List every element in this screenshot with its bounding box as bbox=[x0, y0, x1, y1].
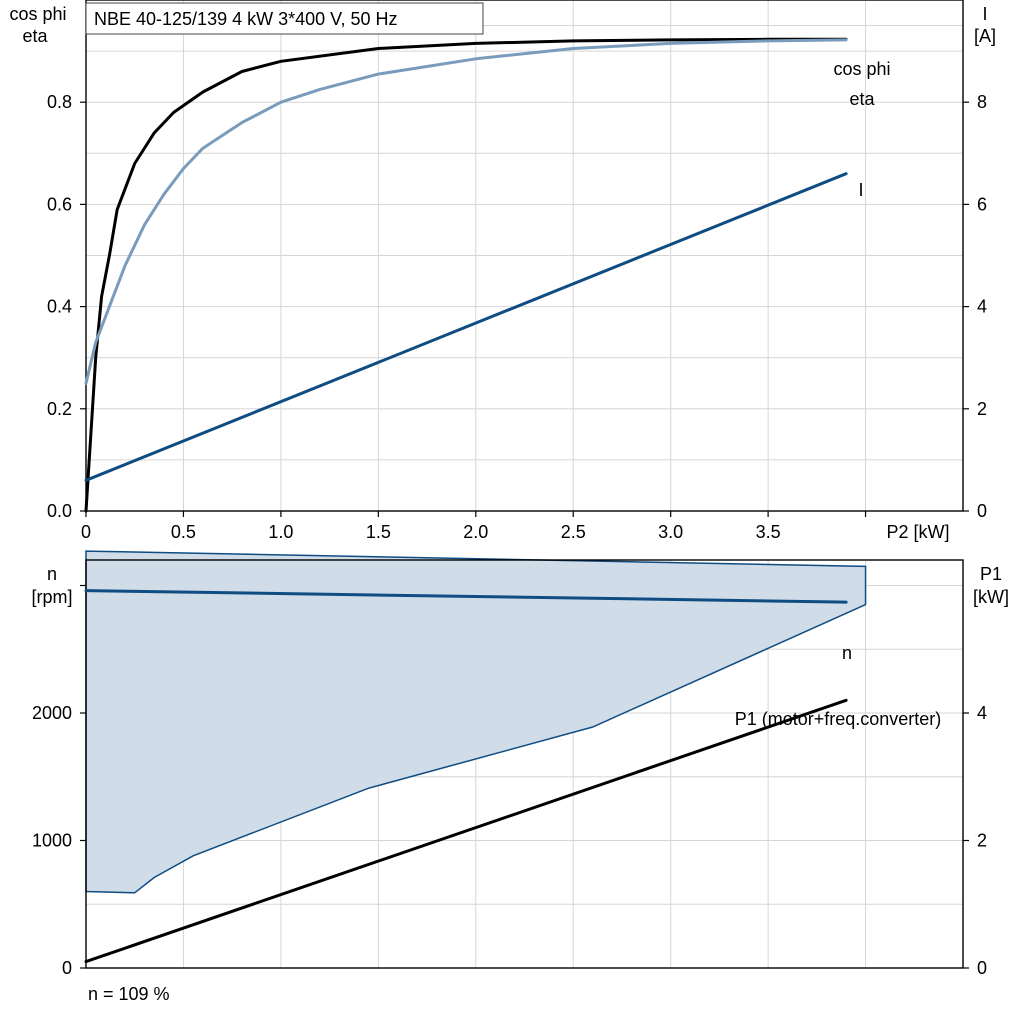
top-y-right-label-i: I bbox=[982, 4, 987, 24]
eta-curve bbox=[84, 37, 848, 513]
top-chart-frame bbox=[85, 0, 964, 512]
top-y-left-tick-label: 0.0 bbox=[47, 501, 72, 521]
top-x-tick-label: 2.5 bbox=[561, 522, 586, 542]
speed-curve-label: n bbox=[842, 643, 852, 663]
bottom-y-right-tick-label: 2 bbox=[977, 831, 987, 851]
top-y-right-tick-label: 8 bbox=[977, 92, 987, 112]
top-y-right-tick-label: 6 bbox=[977, 194, 987, 214]
bottom-y-left-label-n: n bbox=[47, 564, 57, 584]
cosphi-curve bbox=[84, 38, 848, 385]
bottom-y-right-tick-label: 0 bbox=[977, 958, 987, 978]
top-x-tick-label: 1.0 bbox=[268, 522, 293, 542]
bottom-y-right-label-unit: [kW] bbox=[973, 587, 1009, 607]
eta-curve-label: eta bbox=[849, 89, 875, 109]
chart-title-box bbox=[85, 2, 484, 35]
top-y-right-tick-label: 4 bbox=[977, 297, 987, 317]
top-chart-ticks: 0 0.5 1.0 1.5 2.0 2.5 3.0 3.5 0.0 0.2 0.4 0.6 0.8 0 2 4… bbox=[47, 92, 987, 542]
top-x-tick-label: 0.5 bbox=[171, 522, 196, 542]
bottom-chart-ticks: 0 1000 2000 0 2 4 bbox=[32, 584, 987, 978]
top-y-right-label-unit: [A] bbox=[974, 26, 996, 46]
top-y-left-tick-label: 0.6 bbox=[47, 194, 72, 214]
p1-curve bbox=[84, 698, 848, 964]
top-x-tick-label: 3.5 bbox=[756, 522, 781, 542]
speed-curve bbox=[84, 589, 848, 604]
current-curve-label: I bbox=[858, 180, 863, 200]
top-y-left-tick-label: 0.2 bbox=[47, 399, 72, 419]
top-chart-grid bbox=[86, 0, 964, 511]
bottom-y-left-label-unit: [rpm] bbox=[31, 587, 72, 607]
bottom-chart-series bbox=[84, 589, 848, 964]
top-y-left-label-cosphi: cos phi bbox=[9, 4, 66, 24]
top-y-left-tick-label: 0.8 bbox=[47, 92, 72, 112]
top-x-tick-label: 0 bbox=[81, 522, 91, 542]
bottom-chart-frame bbox=[85, 559, 964, 969]
speed-percentage-note: n = 109 % bbox=[88, 984, 170, 1004]
cosphi-curve-label: cos phi bbox=[833, 59, 890, 79]
top-y-left-tick-label: 0.4 bbox=[47, 297, 72, 317]
bottom-y-right-label-p1: P1 bbox=[980, 564, 1002, 584]
speed-range-envelope bbox=[85, 550, 867, 894]
top-x-tick-label: 3.0 bbox=[658, 522, 683, 542]
bottom-y-left-tick-label: 1000 bbox=[32, 831, 72, 851]
bottom-chart: 0 1000 2000 0 2 4 n [rpm] P1 [kW] n P1 (motor… bbox=[31, 550, 1009, 978]
top-chart: 0 0.5 1.0 1.5 2.0 2.5 3.0 3.5 0.0 0.2 0.4 0.6 0.8 0 2 4… bbox=[9, 0, 996, 542]
top-chart-series bbox=[84, 37, 848, 513]
current-curve bbox=[84, 172, 848, 482]
top-y-right-tick-label: 0 bbox=[977, 501, 987, 521]
p1-curve-label: P1 (motor+freq.converter) bbox=[735, 709, 942, 729]
top-x-tick-label: 2.0 bbox=[463, 522, 488, 542]
top-x-axis-label: P2 [kW] bbox=[886, 522, 949, 542]
bottom-y-left-tick-label: 0 bbox=[62, 958, 72, 978]
bottom-y-right-tick-label: 4 bbox=[977, 703, 987, 723]
top-x-tick-label: 1.5 bbox=[366, 522, 391, 542]
bottom-y-left-tick-label: 2000 bbox=[32, 703, 72, 723]
top-y-right-tick-label: 2 bbox=[977, 399, 987, 419]
chart-title: NBE 40-125/139 4 kW 3*400 V, 50 Hz bbox=[94, 9, 398, 29]
top-y-left-label-eta: eta bbox=[22, 26, 48, 46]
